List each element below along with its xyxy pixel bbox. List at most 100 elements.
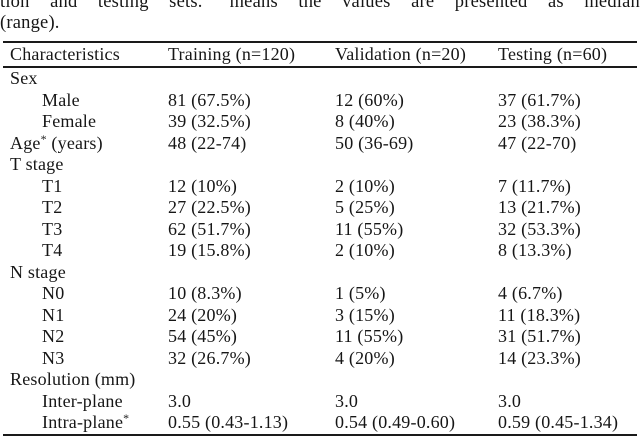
cell-testing: 3.0 [498, 390, 522, 411]
cell-testing: 7 (11.7%) [498, 175, 572, 196]
cell-testing [498, 262, 637, 284]
characteristics-table: Characteristics Training (n=120) Validat… [3, 41, 637, 436]
row-label: Sex [10, 68, 38, 88]
cell-training: 19 (15.8%) [168, 240, 251, 260]
cell-testing: 47 (22-70) [498, 132, 577, 153]
row-label: N1 [42, 304, 65, 325]
table-row: N0 10 (8.3%) 1 (5%) 4 (6.7%) [3, 283, 637, 305]
footnote-marker: * [40, 132, 47, 146]
caption-text-prefix: tion and testing sets. [0, 0, 203, 12]
table-row: N1 24 (20%) 3 (15%) 11 (18.3%) [3, 305, 637, 327]
cell-validation: 12 (60%) [335, 89, 405, 110]
row-label-cell: T3 [3, 219, 168, 241]
table-row: Intra-plane* 0.55 (0.43-1.13) 0.54 (0.49… [3, 412, 637, 435]
cell-training [168, 67, 335, 90]
cell-training: 62 (51.7%) [168, 218, 251, 239]
cell-testing [498, 154, 637, 176]
row-label: Inter-plane [42, 390, 123, 411]
table-row: Inter-plane 3.0 3.0 3.0 [3, 391, 637, 413]
table-row: Male 81 (67.5%) 12 (60%) 37 (61.7%) [3, 90, 637, 112]
table-row: T3 62 (51.7%) 11 (55%) 32 (53.3%) [3, 219, 637, 241]
caption-text-suffix: means the values are presented as median [229, 0, 640, 12]
cell-validation: 2 (10%) [335, 175, 395, 196]
row-label-cell: Male [3, 90, 168, 112]
cell-validation: 3 (15%) [335, 304, 395, 325]
row-label: Age [10, 132, 41, 153]
cell-testing: 8 (13.3%) [498, 240, 572, 260]
cell-testing: 31 (51.7%) [498, 326, 581, 346]
row-label: Female [42, 111, 97, 131]
row-label-cell: N0 [3, 283, 168, 305]
row-label-cell: T2 [3, 197, 168, 219]
row-label: N stage [10, 261, 66, 282]
table-row: T1 12 (10%) 2 (10%) 7 (11.7%) [3, 176, 637, 198]
cell-validation: 3.0 [335, 390, 359, 411]
cell-testing: 13 (21.7%) [498, 197, 581, 217]
cell-training: 48 (22-74) [168, 132, 247, 153]
row-label-cell: N1 [3, 305, 168, 327]
cell-training: 0.55 (0.43-1.13) [168, 412, 289, 432]
row-label-suffix: (years) [46, 132, 103, 153]
table-row: N3 32 (26.7%) 4 (20%) 14 (23.3%) [3, 348, 637, 370]
row-label: T stage [10, 154, 64, 174]
cell-validation: 0.54 (0.49-0.60) [335, 412, 456, 432]
table-row: Age* (years) 48 (22-74) 50 (36-69) 47 (2… [3, 133, 637, 155]
cell-validation [335, 154, 498, 176]
table-caption: tion and testing sets. *means the values… [0, 0, 640, 34]
row-label: N2 [42, 326, 65, 346]
caption-line-1: tion and testing sets. *means the values… [0, 0, 640, 13]
row-label-cell: Female [3, 111, 168, 133]
row-label-cell: T4 [3, 240, 168, 262]
table-row: T stage [3, 154, 637, 176]
cell-testing: 23 (38.3%) [498, 111, 581, 131]
row-label: Male [42, 89, 80, 110]
col-header-characteristics: Characteristics [10, 44, 120, 64]
table-row: Resolution (mm) [3, 369, 637, 391]
cell-validation [335, 369, 498, 391]
table-row: N stage [3, 262, 637, 284]
row-label-cell: N2 [3, 326, 168, 348]
row-label: T1 [42, 175, 63, 196]
cell-validation: 2 (10%) [335, 240, 395, 260]
row-label-cell: T1 [3, 176, 168, 198]
cell-testing [498, 369, 637, 391]
table-row: Female 39 (32.5%) 8 (40%) 23 (38.3%) [3, 111, 637, 133]
cell-validation: 8 (40%) [335, 111, 395, 131]
cell-validation: 50 (36-69) [335, 132, 414, 153]
cell-training [168, 154, 335, 176]
cell-validation: 1 (5%) [335, 283, 386, 303]
cell-validation [335, 262, 498, 284]
table-row: T4 19 (15.8%) 2 (10%) 8 (13.3%) [3, 240, 637, 262]
cell-validation: 11 (55%) [335, 326, 404, 346]
cell-training: 32 (26.7%) [168, 347, 251, 368]
col-header-training: Training (n=120) [168, 44, 296, 64]
table-row: N2 54 (45%) 11 (55%) 31 (51.7%) [3, 326, 637, 348]
cell-training: 12 (10%) [168, 175, 238, 196]
footnote-marker: * [123, 412, 130, 426]
footnote-marker: * [223, 0, 230, 2]
row-label-cell: N3 [3, 348, 168, 370]
row-label: T4 [42, 240, 63, 260]
row-label: T3 [42, 218, 63, 239]
cell-testing: 32 (53.3%) [498, 218, 581, 239]
cell-testing: 0.59 (0.45-1.34) [498, 412, 619, 432]
cell-validation: 11 (55%) [335, 218, 404, 239]
cell-validation: 4 (20%) [335, 347, 395, 368]
cell-testing: 4 (6.7%) [498, 283, 563, 303]
row-label-cell: Age* (years) [3, 133, 168, 155]
cell-training: 39 (32.5%) [168, 111, 251, 131]
row-label: N0 [42, 283, 65, 303]
cell-training: 3.0 [168, 390, 192, 411]
cell-training: 81 (67.5%) [168, 89, 251, 110]
row-label: N3 [42, 347, 65, 368]
table-row: Sex [3, 67, 637, 90]
cell-validation [335, 67, 498, 90]
table-header: Characteristics Training (n=120) Validat… [3, 42, 637, 67]
row-label: Resolution (mm) [10, 369, 136, 389]
cell-testing [498, 67, 637, 90]
row-label: Intra-plane [42, 412, 124, 432]
cell-training: 24 (20%) [168, 304, 238, 325]
row-label-cell: N stage [3, 262, 168, 284]
table-row: T2 27 (22.5%) 5 (25%) 13 (21.7%) [3, 197, 637, 219]
